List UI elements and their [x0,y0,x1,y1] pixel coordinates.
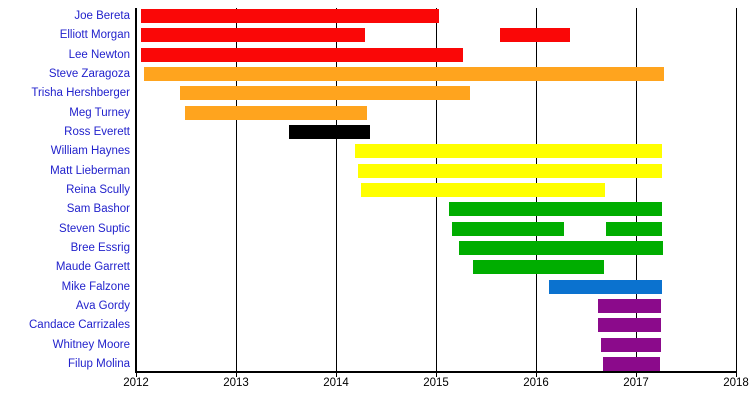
tick-label-2016: 2016 [523,377,549,389]
tick-label-2012: 2012 [123,377,149,389]
gridline-2017 [635,8,637,371]
row-label-mike-falzone[interactable]: Mike Falzone [61,280,130,293]
row-label-steve-zaragoza[interactable]: Steve Zaragoza [48,67,130,80]
y-axis-line [135,8,137,373]
bar-filup-molina [603,356,660,371]
bar-elliott-morgan-seg2 [500,28,570,43]
bar-william-haynes [355,144,662,159]
bar-trisha-hershberger [180,86,470,101]
bar-meg-turney [185,105,367,120]
row-label-ross-everett[interactable]: Ross Everett [64,125,130,138]
tick-label-2013: 2013 [223,377,249,389]
row-label-meg-turney[interactable]: Meg Turney [69,106,130,119]
bar-steven-suptic-seg2 [606,221,662,236]
row-label-trisha-hershberger[interactable]: Trisha Hershberger [31,87,130,100]
bar-whitney-moore [601,337,661,352]
tick-2013 [235,373,237,377]
row-label-william-haynes[interactable]: William Haynes [50,145,130,158]
tick-2018 [735,373,737,377]
gridline-2014 [335,8,337,371]
bar-lee-newton [141,47,463,62]
row-label-reina-scully[interactable]: Reina Scully [66,183,130,196]
bar-joe-bereta [141,9,439,23]
bar-ross-everett [289,124,370,139]
tick-2017 [635,373,637,377]
bar-bree-essrig [459,240,663,255]
tick-2014 [335,373,337,377]
bar-sam-bashor [449,202,662,217]
bar-ava-gordy [598,298,661,313]
bar-steve-zaragoza [144,66,664,81]
row-label-steven-suptic[interactable]: Steven Suptic [59,222,130,235]
tick-label-2018: 2018 [723,377,749,389]
row-label-maude-garrett[interactable]: Maude Garrett [55,261,130,274]
bar-mike-falzone [549,279,662,294]
tick-label-2014: 2014 [323,377,349,389]
row-label-joe-bereta[interactable]: Joe Bereta [74,10,130,22]
tick-label-2017: 2017 [623,377,649,389]
bar-steven-suptic-seg1 [452,221,564,236]
tick-label-2015: 2015 [423,377,449,389]
row-label-sam-bashor[interactable]: Sam Bashor [66,203,130,216]
row-label-bree-essrig[interactable]: Bree Essrig [70,241,130,254]
row-label-filup-molina[interactable]: Filup Molina [68,357,130,370]
gridline-2018 [735,8,737,371]
bar-elliott-morgan-seg1 [141,28,365,43]
row-label-elliott-morgan[interactable]: Elliott Morgan [59,29,130,42]
bar-maude-garrett [473,260,604,275]
tick-2012 [135,373,137,377]
bar-candace-carrizales [598,318,661,333]
x-axis-line [135,371,737,373]
row-label-ava-gordy[interactable]: Ava Gordy [75,299,130,312]
tick-2016 [535,373,537,377]
row-label-lee-newton[interactable]: Lee Newton [68,48,130,61]
bar-reina-scully [361,182,605,197]
row-label-candace-carrizales[interactable]: Candace Carrizales [29,319,130,332]
bar-matt-lieberman [358,163,662,178]
row-label-whitney-moore[interactable]: Whitney Moore [52,338,130,351]
tick-2015 [435,373,437,377]
gridline-2013 [235,8,237,371]
row-label-matt-lieberman[interactable]: Matt Lieberman [50,164,130,177]
